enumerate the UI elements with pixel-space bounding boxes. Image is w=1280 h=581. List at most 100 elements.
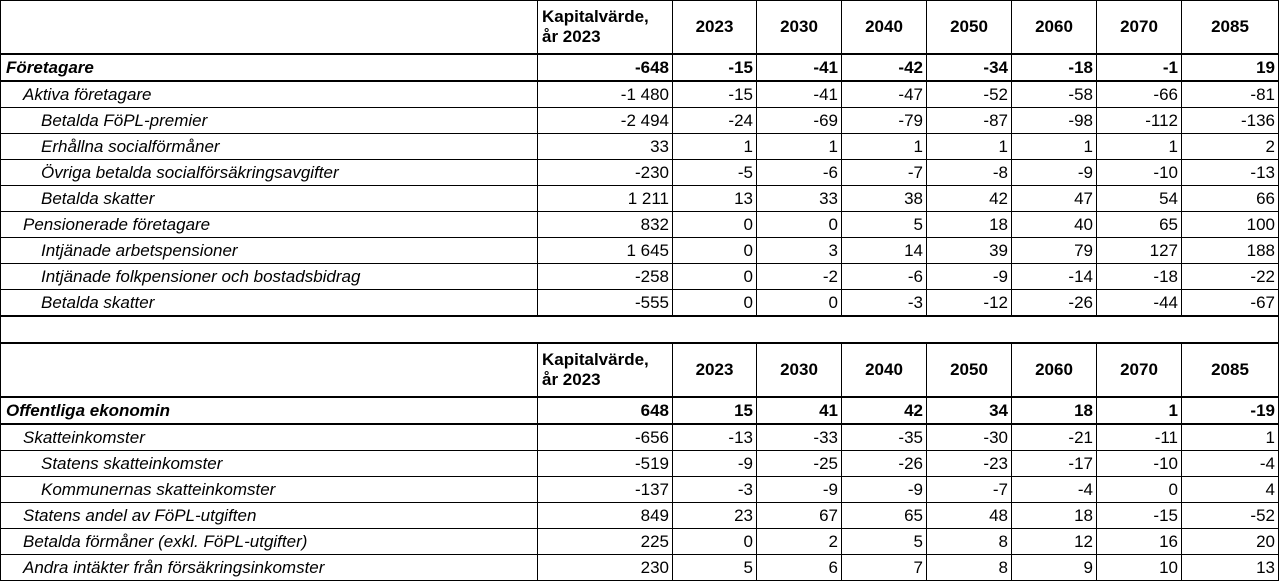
year-value-cell: -15 xyxy=(672,80,757,108)
year-value-cell: 1 xyxy=(756,133,842,160)
year-value-cell: 2 xyxy=(1181,133,1279,160)
year-value-cell: -66 xyxy=(1096,80,1182,108)
year-value-cell: 48 xyxy=(926,502,1012,529)
year-value-cell: -87 xyxy=(926,107,1012,134)
year-value-cell: -15 xyxy=(1096,502,1182,529)
header-row: Kapitalvärde, år 2023 2023 2030 2040 2050 2060… xyxy=(0,0,1279,55)
capital-value-cell: 648 xyxy=(537,396,673,425)
capital-value-cell: -555 xyxy=(537,289,673,317)
row-label: Betalda FöPL-premier xyxy=(0,107,538,134)
year-value-cell: -22 xyxy=(1181,263,1279,290)
year-value-cell: -8 xyxy=(926,159,1012,186)
year-value-cell: 127 xyxy=(1096,237,1182,264)
year-value-cell: 100 xyxy=(1181,211,1279,238)
year-value-cell: -13 xyxy=(1181,159,1279,186)
capital-value-cell: 849 xyxy=(537,502,673,529)
row-label: Pensionerade företagare xyxy=(0,211,538,238)
year-value-cell: -9 xyxy=(926,263,1012,290)
table-row: Statens andel av FöPL-utgiften 849 23 67 65 4… xyxy=(0,502,1279,529)
row-label: Betalda skatter xyxy=(0,289,538,317)
year-value-cell: 65 xyxy=(841,502,927,529)
capital-value-cell: 33 xyxy=(537,133,673,160)
year-value-cell: -9 xyxy=(1011,159,1097,186)
row-label: Kommunernas skatteinkomster xyxy=(0,476,538,503)
year-value-cell: 3 xyxy=(756,237,842,264)
year-value-cell: -14 xyxy=(1011,263,1097,290)
year-value-cell: -26 xyxy=(841,450,927,477)
year-value-cell: 8 xyxy=(926,528,1012,555)
year-value-cell: 5 xyxy=(841,211,927,238)
year-value-cell: 18 xyxy=(926,211,1012,238)
year-value-cell: -9 xyxy=(841,476,927,503)
year-value-cell: -7 xyxy=(926,476,1012,503)
capital-value-label: Kapitalvärde, xyxy=(542,350,649,369)
year-value-cell: -9 xyxy=(756,476,842,503)
header-year-2040: 2040 xyxy=(841,342,927,398)
year-value-cell: 0 xyxy=(672,263,757,290)
year-value-cell: -112 xyxy=(1096,107,1182,134)
year-value-cell: -13 xyxy=(672,423,757,451)
row-label: Statens andel av FöPL-utgiften xyxy=(0,502,538,529)
row-label: Intjänade arbetspensioner xyxy=(0,237,538,264)
year-value-cell: 1 xyxy=(1011,133,1097,160)
header-year-2030: 2030 xyxy=(756,0,842,55)
year-value-cell: -52 xyxy=(926,80,1012,108)
year-value-cell: 0 xyxy=(672,237,757,264)
year-value-cell: 67 xyxy=(756,502,842,529)
row-label: Övriga betalda socialförsäkringsavgifter xyxy=(0,159,538,186)
table-row: Intjänade arbetspensioner 1 645 0 3 14 39 79 12… xyxy=(0,237,1279,264)
year-value-cell: 54 xyxy=(1096,185,1182,212)
header-label-cell xyxy=(0,342,538,398)
table-row: Erhållna socialförmåner 33 1 1 1 1 1 1 2 xyxy=(0,133,1279,160)
row-label: Aktiva företagare xyxy=(0,80,538,108)
year-value-cell: 79 xyxy=(1011,237,1097,264)
year-value-cell: 33 xyxy=(756,185,842,212)
capital-value-cell: -648 xyxy=(537,53,673,82)
year-value-cell: 14 xyxy=(841,237,927,264)
year-value-cell: 8 xyxy=(926,554,1012,581)
year-value-cell: 39 xyxy=(926,237,1012,264)
year-value-cell: 5 xyxy=(841,528,927,555)
year-value-cell: -2 xyxy=(756,263,842,290)
year-value-cell: -1 xyxy=(1096,53,1182,82)
spacer-cell xyxy=(0,315,1279,344)
year-value-cell: -136 xyxy=(1181,107,1279,134)
year-value-cell: -24 xyxy=(672,107,757,134)
capital-value-label: Kapitalvärde, xyxy=(542,7,649,26)
capital-value-cell: 1 645 xyxy=(537,237,673,264)
year-value-cell: -58 xyxy=(1011,80,1097,108)
table-row: Betalda skatter -555 0 0 -3 -12 -26 -44 -67 xyxy=(0,289,1279,317)
year-value-cell: -21 xyxy=(1011,423,1097,451)
year-value-cell: 0 xyxy=(672,289,757,317)
year-value-cell: -3 xyxy=(672,476,757,503)
year-value-cell: -81 xyxy=(1181,80,1279,108)
header-year-2023: 2023 xyxy=(672,342,757,398)
header-year-2023: 2023 xyxy=(672,0,757,55)
table-row: Kommunernas skatteinkomster -137 -3 -9 -9 -7-… xyxy=(0,476,1279,503)
table-row: Betalda förmåner (exkl. FöPL-utgifter) 22… xyxy=(0,528,1279,555)
capital-value-year: år 2023 xyxy=(542,27,601,46)
row-label: Offentliga ekonomin xyxy=(0,396,538,425)
year-value-cell: -25 xyxy=(756,450,842,477)
year-value-cell: 4 xyxy=(1181,476,1279,503)
year-value-cell: -3 xyxy=(841,289,927,317)
year-value-cell: 188 xyxy=(1181,237,1279,264)
year-value-cell: -6 xyxy=(841,263,927,290)
row-label: Betalda förmåner (exkl. FöPL-utgifter) xyxy=(0,528,538,555)
year-value-cell: 40 xyxy=(1011,211,1097,238)
year-value-cell: 13 xyxy=(672,185,757,212)
row-label: Intjänade folkpensioner och bostadsbidra… xyxy=(0,263,538,290)
year-value-cell: -17 xyxy=(1011,450,1097,477)
capital-value-cell: 225 xyxy=(537,528,673,555)
year-value-cell: -26 xyxy=(1011,289,1097,317)
year-value-cell: -41 xyxy=(756,80,842,108)
year-value-cell: -19 xyxy=(1181,396,1279,425)
year-value-cell: -34 xyxy=(926,53,1012,82)
header-year-2040: 2040 xyxy=(841,0,927,55)
year-value-cell: 42 xyxy=(841,396,927,425)
row-label: Statens skatteinkomster xyxy=(0,450,538,477)
year-value-cell: 1 xyxy=(672,133,757,160)
year-value-cell: -5 xyxy=(672,159,757,186)
year-value-cell: 18 xyxy=(1011,396,1097,425)
table-row: Betalda FöPL-premier -2 494 -24 -69 -79 -87 -9… xyxy=(0,107,1279,134)
